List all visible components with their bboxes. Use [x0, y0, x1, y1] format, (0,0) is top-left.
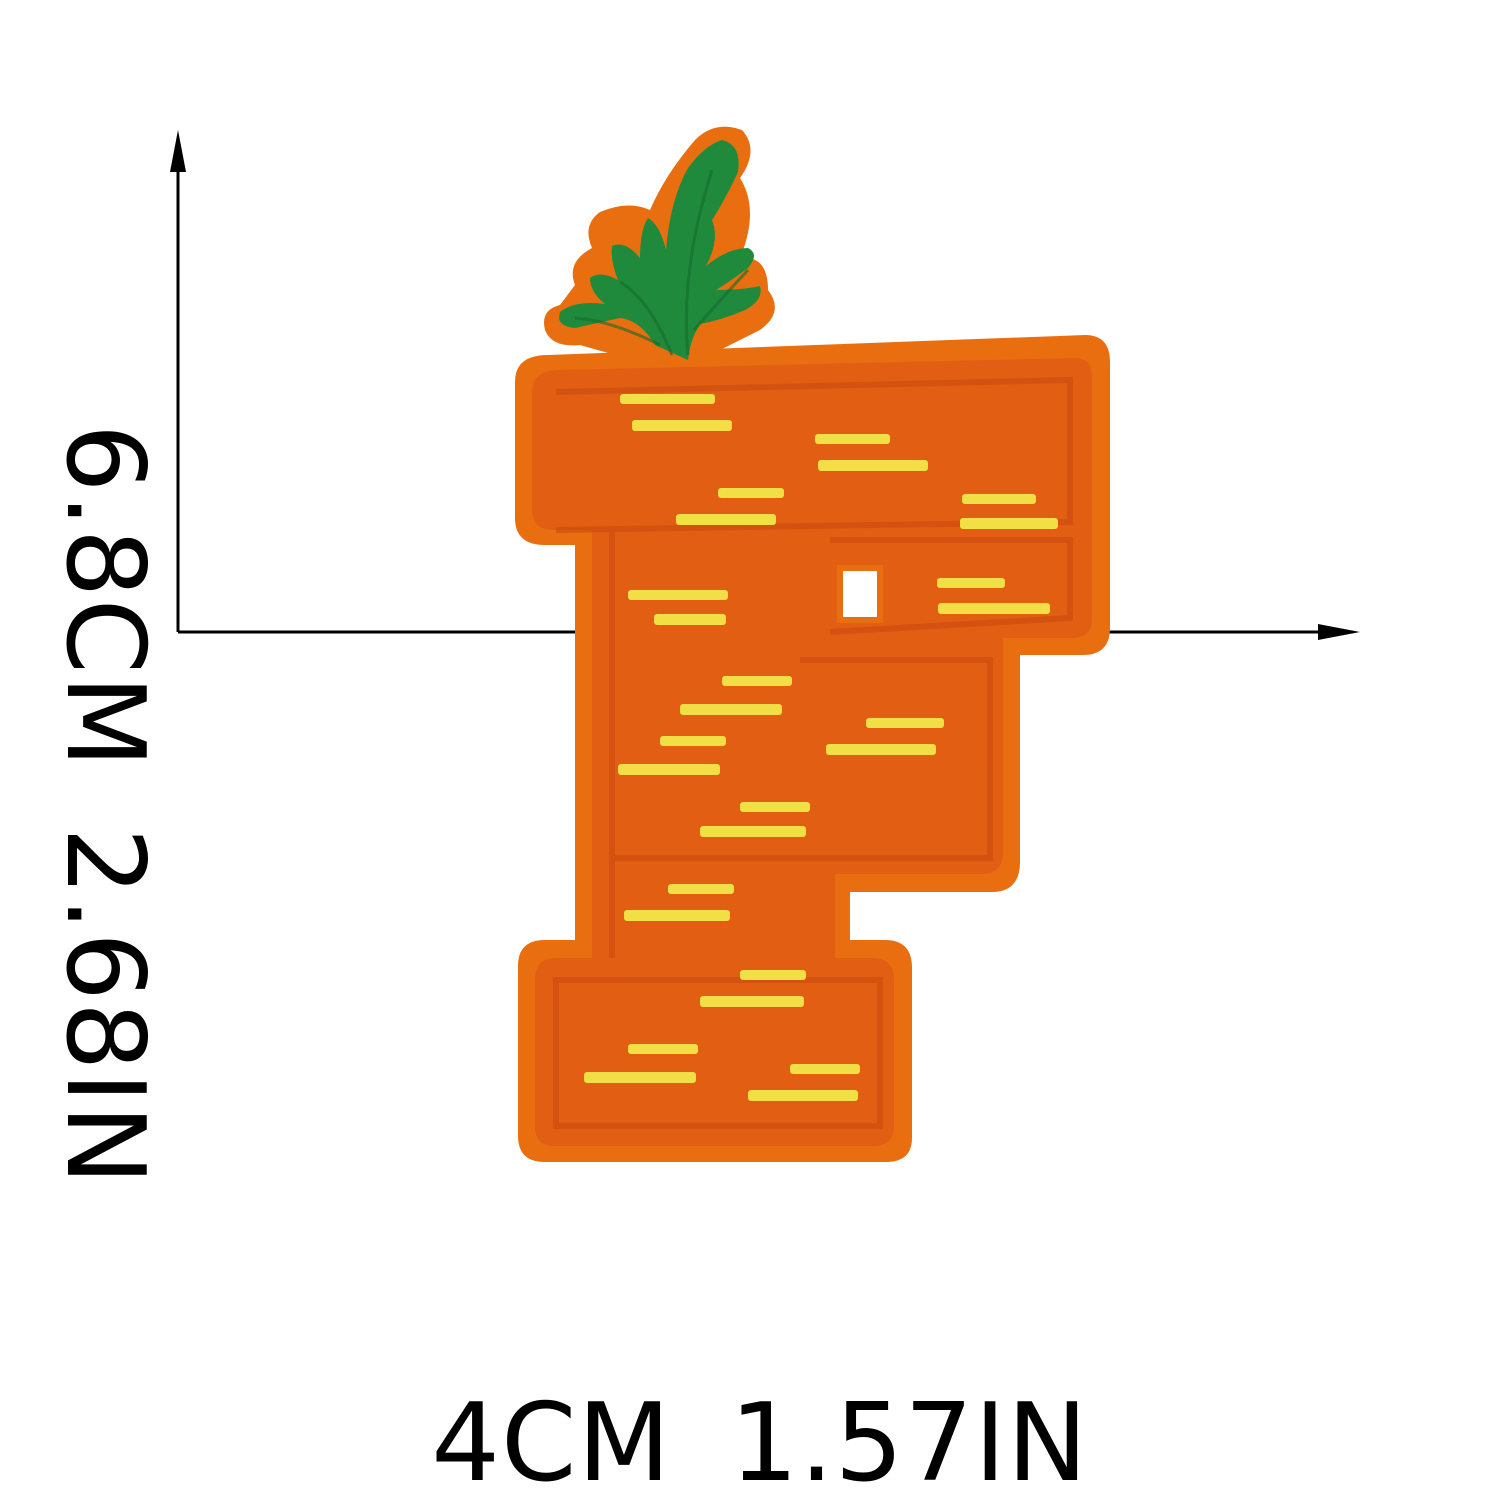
- width-arrow-icon: [1318, 624, 1360, 640]
- carrot-leaves-icon: [544, 126, 775, 363]
- height-in-text: 2.68IN: [42, 827, 167, 1187]
- height-arrow-icon: [170, 130, 186, 172]
- height-cm-text: 6.8CM: [42, 423, 167, 770]
- patch-hole: [837, 565, 883, 623]
- patch-body: [532, 358, 1092, 1146]
- width-dimension-label: 4CM 1.57IN: [431, 1390, 1088, 1498]
- width-in-text: 1.57IN: [729, 1381, 1089, 1506]
- width-cm-text: 4CM: [431, 1381, 672, 1506]
- carrot-letter-f-patch: [515, 126, 1110, 1162]
- height-dimension-label: 6.8CM 2.68IN: [42, 424, 167, 1186]
- carrot-highlights: [584, 394, 1058, 1101]
